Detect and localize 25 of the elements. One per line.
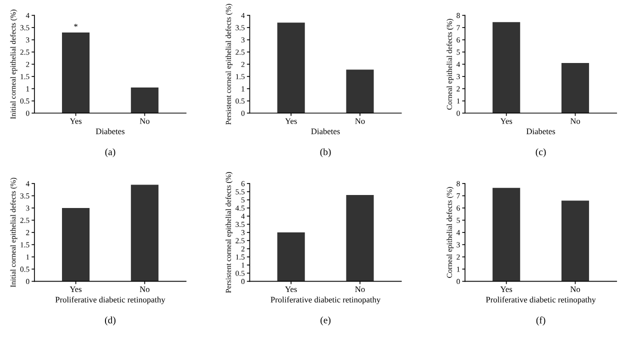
x-tick-label: No — [355, 118, 365, 124]
x-tick-label: Yes — [500, 286, 512, 292]
x-axis-title: Diabetes — [96, 128, 125, 134]
x-tick-label: Yes — [285, 286, 297, 292]
x-axis-title: Proliferative diabetic retinopathy — [270, 296, 381, 304]
x-tick-label: No — [570, 118, 580, 124]
x-tick-label: No — [570, 286, 580, 292]
x-axis-title: Proliferative diabetic retinopathy — [55, 296, 166, 304]
text: (f) — [536, 316, 546, 326]
x-tick-label: Yes — [500, 118, 512, 124]
x-tick-label: Yes — [285, 118, 297, 124]
text: (e) — [320, 316, 330, 326]
x-axis-title: Diabetes — [311, 128, 340, 134]
x-axis-title: Diabetes — [526, 128, 556, 134]
x-tick-label: No — [140, 286, 150, 292]
text: (b) — [320, 148, 331, 158]
x-tick-label: Yes — [70, 118, 82, 124]
annotation: * — [74, 24, 78, 27]
x-axis-title: Proliferative diabetic retinopathy — [486, 296, 596, 304]
text: (d) — [104, 316, 116, 326]
text: (a) — [105, 148, 116, 158]
x-tick-label: Yes — [70, 286, 82, 292]
text: (c) — [536, 148, 546, 158]
x-tick-label: No — [140, 118, 150, 124]
x-tick-label: No — [355, 286, 365, 292]
